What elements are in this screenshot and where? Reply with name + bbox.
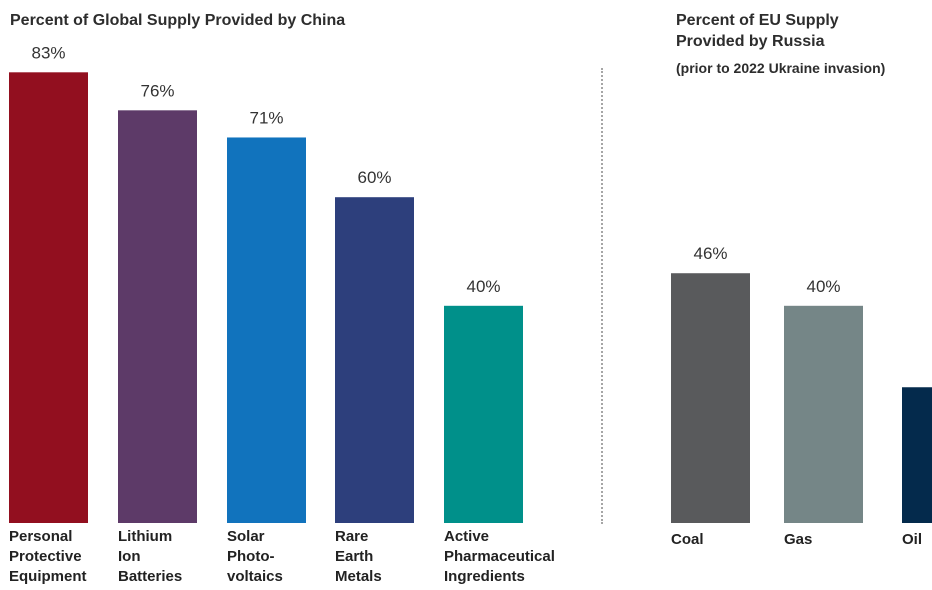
china-category-label-3: Solar Photo- voltaics	[227, 528, 283, 585]
china-category-label-1: Personal Protective Equipment	[9, 528, 87, 585]
eu-value-label-1: 46%	[693, 244, 727, 263]
eu-value-label-2: 40%	[806, 277, 840, 296]
chart-subtitle-eu: (prior to 2022 Ukraine invasion)	[676, 60, 886, 76]
china-bar-1	[9, 72, 88, 523]
china-value-label-5: 40%	[466, 277, 500, 296]
china-bar-3	[227, 137, 306, 523]
china-value-label-2: 76%	[140, 81, 174, 100]
chart-title-china: Percent of Global Supply Provided by Chi…	[10, 12, 346, 29]
china-category-label-2: Lithium Ion Batteries	[118, 528, 183, 585]
eu-category-label-1: Coal	[671, 531, 704, 548]
eu-category-label-2: Gas	[784, 531, 813, 548]
chart-title-eu: Percent of EU Supply Provided by Russia	[676, 12, 839, 50]
chart-divider	[601, 68, 603, 524]
china-bar-2	[118, 110, 197, 523]
eu-bar-1	[671, 273, 750, 523]
china-value-label-3: 71%	[249, 108, 283, 127]
china-category-label-4: Rare Earth Metals	[335, 528, 382, 585]
china-value-label-4: 60%	[357, 168, 391, 187]
china-category-label-5: Active Pharmaceutical Ingredients	[444, 528, 555, 585]
china-value-label-1: 83%	[31, 43, 65, 62]
eu-category-label-3: Oil	[902, 531, 923, 548]
china-bar-4	[335, 197, 414, 523]
china-bar-5	[444, 305, 523, 523]
eu-bar-2	[784, 305, 863, 523]
eu-bar-3	[902, 387, 932, 523]
